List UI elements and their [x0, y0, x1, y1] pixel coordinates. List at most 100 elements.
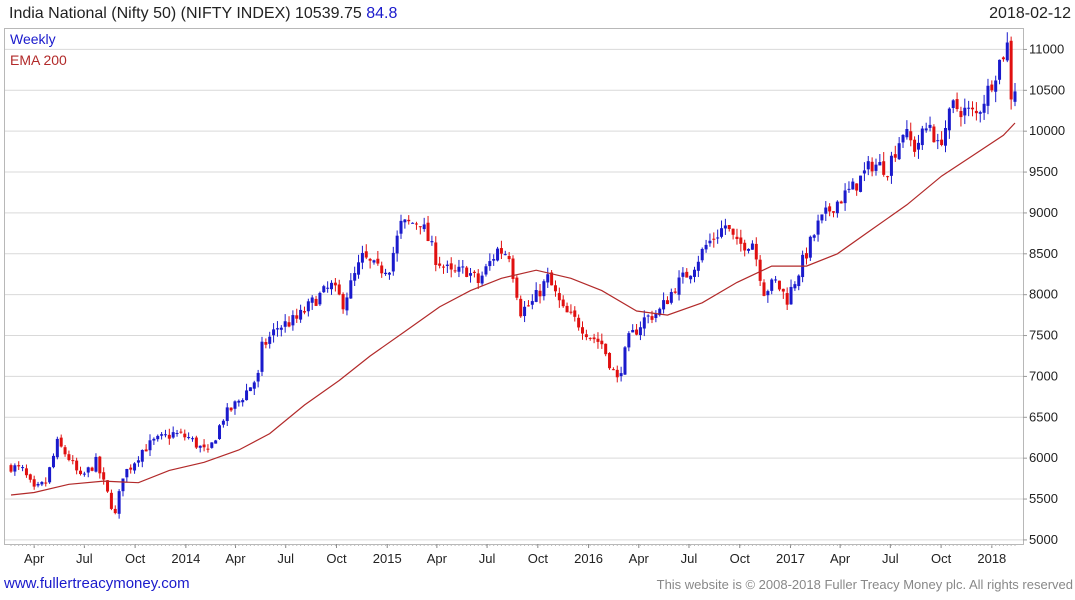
candle-body	[909, 131, 913, 141]
candle-body	[882, 161, 886, 175]
candle-body	[781, 288, 785, 292]
x-tick-label: Oct	[528, 551, 549, 566]
candle-body	[117, 491, 121, 514]
candle-body	[63, 447, 67, 455]
candle-body	[812, 235, 816, 238]
candle-body	[534, 290, 538, 302]
y-tick-label: 7500	[1029, 328, 1058, 343]
candle-body	[851, 181, 855, 190]
candle-body	[638, 327, 642, 336]
y-axis: 5000 5500 6000 6500 7000 7500 8000 8500 9000 9500…	[1023, 41, 1065, 547]
x-tick-label: Jul	[76, 551, 93, 566]
candle-body	[998, 59, 1002, 80]
candle-body	[507, 255, 511, 260]
y-tick-label: 8000	[1029, 287, 1058, 302]
candle-body	[441, 266, 445, 268]
candle-body	[893, 154, 897, 158]
plot-area	[4, 28, 1024, 545]
candle-body	[731, 228, 735, 235]
candle-body	[658, 308, 662, 316]
candle-body	[573, 310, 577, 317]
candle-body	[967, 107, 971, 109]
candle-body	[855, 183, 859, 191]
candle-body	[318, 292, 322, 305]
candle-body	[770, 279, 774, 291]
candle-body	[708, 240, 712, 244]
candle-body	[673, 291, 677, 293]
candle-body	[372, 260, 376, 263]
candle-body	[82, 473, 86, 475]
candle-body	[75, 460, 79, 471]
candle-body	[279, 327, 283, 330]
candle-body	[245, 390, 249, 401]
candle-body	[499, 248, 503, 254]
candle-body	[971, 107, 975, 110]
candle-body	[546, 274, 550, 283]
candle-body	[233, 401, 237, 409]
candle-body	[221, 420, 225, 425]
website-link[interactable]: www.fullertreacymoney.com	[4, 575, 190, 592]
candle-body	[874, 164, 878, 171]
candle-body	[476, 273, 480, 284]
candle-body	[978, 112, 982, 114]
candle-body	[727, 225, 731, 229]
candle-body	[766, 291, 770, 296]
copyright-notice: This website is © 2008-2018 Fuller Treac…	[656, 577, 1073, 592]
candle-body	[310, 297, 314, 303]
candle-body	[1001, 57, 1005, 60]
candle-body	[187, 437, 191, 439]
candle-body	[804, 253, 808, 259]
candle-body	[434, 242, 438, 265]
candle-body	[735, 236, 739, 240]
x-tick-label: 2015	[373, 551, 402, 566]
candle-body	[51, 455, 55, 468]
candle-body	[700, 248, 704, 261]
candle-body	[565, 305, 569, 313]
candle-body	[654, 313, 658, 319]
candle-body	[275, 328, 279, 330]
candle-body	[940, 139, 944, 146]
candle-body	[1009, 40, 1013, 100]
candle-body	[596, 338, 600, 342]
title-text: India National (Nifty 50) (NIFTY INDEX) …	[9, 5, 362, 22]
candle-body	[843, 190, 847, 204]
candle-body	[584, 334, 588, 338]
candle-body	[588, 337, 592, 339]
candle-body	[692, 269, 696, 277]
candle-body	[94, 456, 98, 472]
x-tick-label: Apr	[629, 551, 650, 566]
candle-body	[102, 472, 106, 480]
candle-body	[492, 259, 496, 261]
candle-body	[785, 293, 789, 305]
candle-body	[662, 300, 666, 310]
x-tick-label: 2018	[977, 551, 1006, 566]
candle-body	[403, 219, 407, 223]
x-tick-label: Oct	[326, 551, 347, 566]
candle-body	[704, 244, 708, 250]
candle-body	[951, 100, 955, 109]
candle-body	[218, 425, 222, 440]
x-tick-label: Jul	[277, 551, 294, 566]
x-tick-label: Apr	[427, 551, 448, 566]
candle-body	[793, 284, 797, 289]
candle-body	[183, 433, 187, 438]
candle-body	[237, 400, 241, 403]
candle-body	[272, 329, 276, 336]
candle-body	[604, 343, 608, 355]
candle-body	[322, 286, 326, 293]
candle-body	[360, 252, 364, 263]
candle-body	[808, 236, 812, 258]
candle-body	[619, 373, 623, 377]
candle-body	[368, 258, 372, 261]
x-tick-label: Jul	[479, 551, 496, 566]
candle-body	[349, 280, 353, 299]
candle-body	[747, 248, 751, 251]
x-tick-label: Jul	[681, 551, 698, 566]
candle-body	[681, 272, 685, 277]
x-tick-label: Jul	[882, 551, 899, 566]
candle-body	[839, 201, 843, 204]
x-tick-label: Oct	[931, 551, 952, 566]
candle-body	[125, 468, 129, 478]
candle-body	[353, 273, 357, 281]
